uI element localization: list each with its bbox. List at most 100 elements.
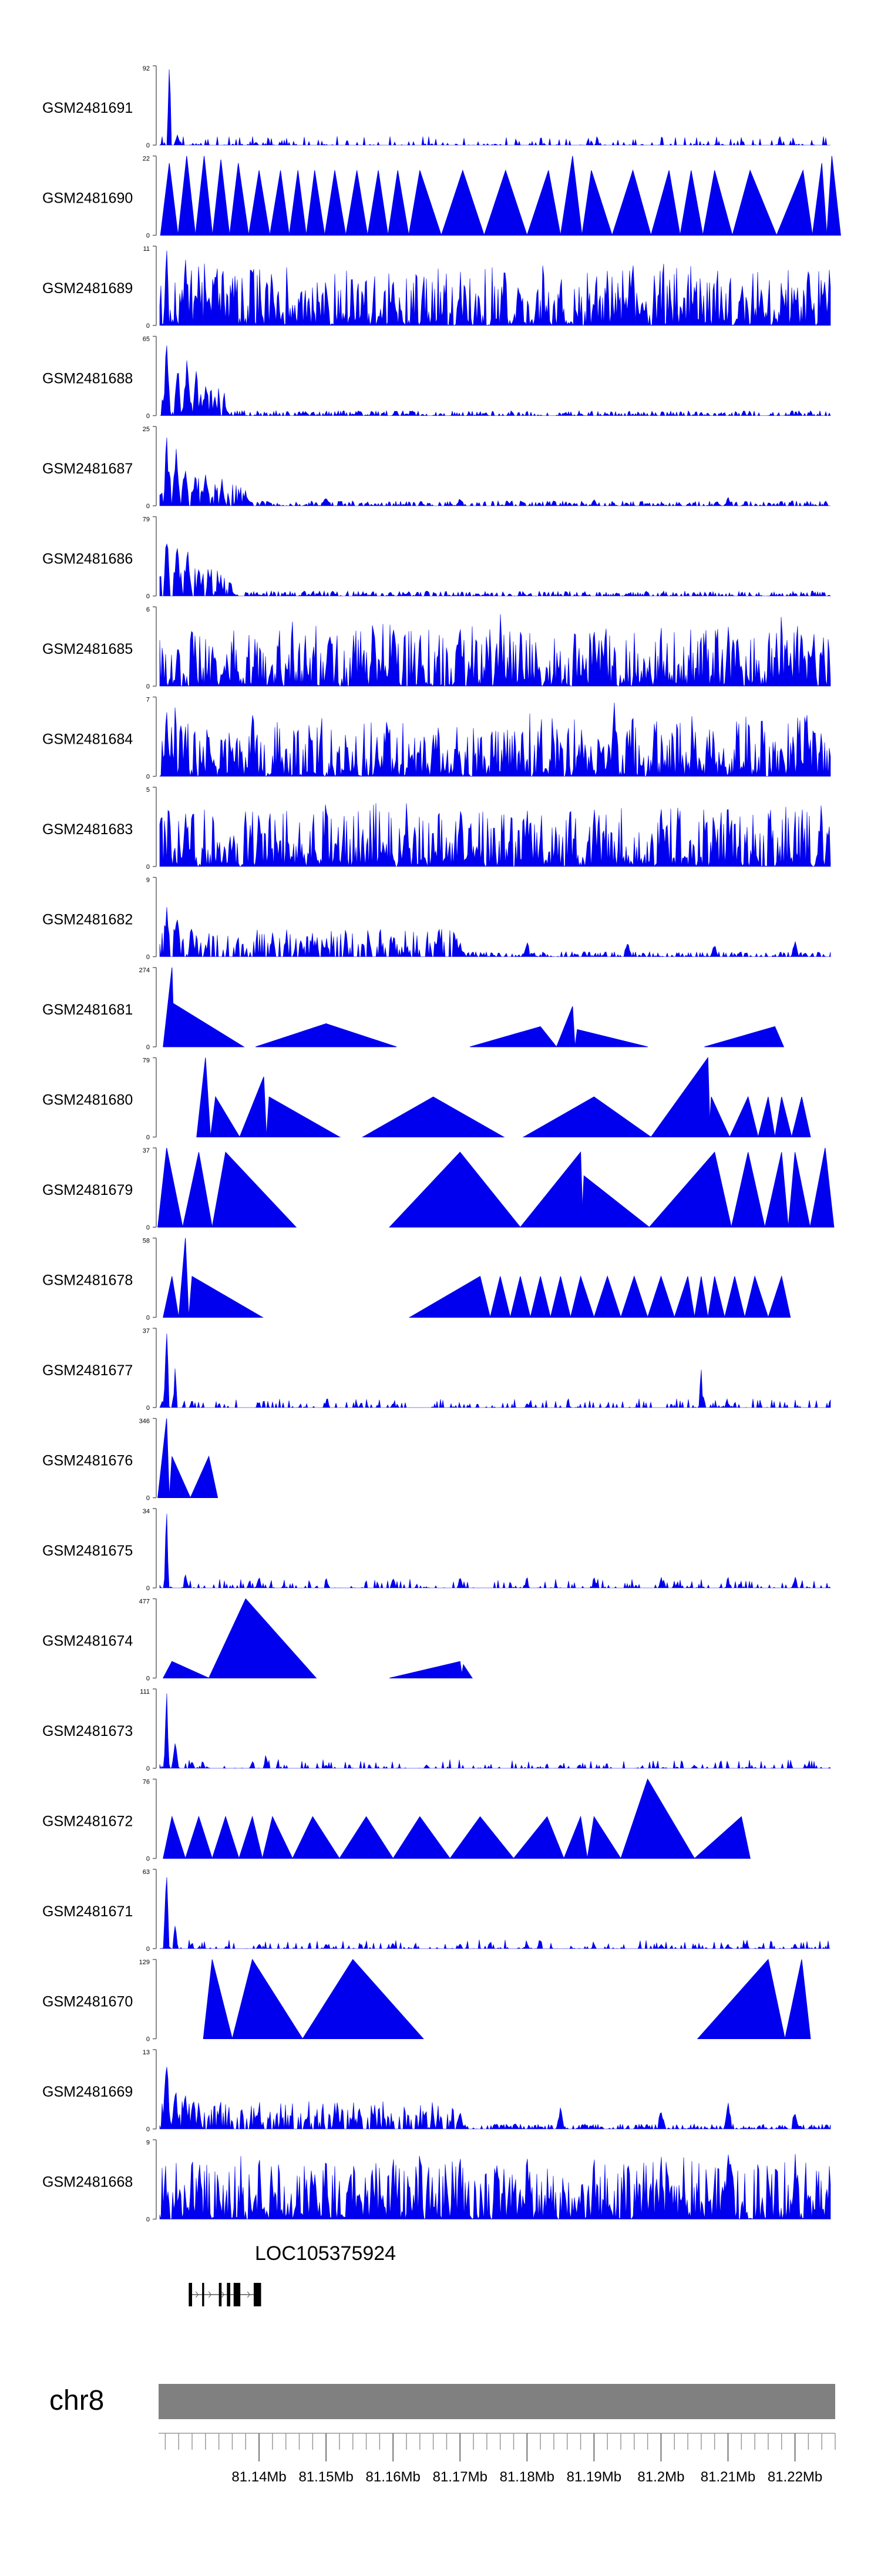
y-max-label: 7 [146, 697, 150, 704]
y-max-label: 9 [146, 877, 150, 884]
coverage-peak [788, 1152, 811, 1228]
coverage-peak [302, 1959, 424, 2039]
y-min-label: 0 [146, 1315, 150, 1322]
y-max-label: 37 [143, 1328, 150, 1335]
coverage-peak [203, 1959, 233, 2039]
genome-axis-tick-label: 81.2Mb [637, 2469, 684, 2485]
y-max-label: 34 [143, 1508, 150, 1515]
coverage-peak [826, 156, 841, 236]
coverage-peak [238, 1815, 263, 1859]
coverage-peak [262, 1815, 293, 1859]
y-max-label: 37 [143, 1147, 150, 1154]
y-min-label: 0 [146, 1946, 150, 1953]
coverage-area [159, 69, 830, 146]
y-min-label: 0 [146, 1675, 150, 1682]
coverage-peak [483, 169, 528, 236]
coverage-peak [408, 170, 442, 236]
y-max-label: 92 [143, 65, 150, 72]
coverage-area [159, 803, 831, 867]
coverage-peak [367, 170, 389, 236]
y-min-label: 0 [146, 413, 150, 420]
gene-label: LOC105375924 [255, 2242, 396, 2265]
track-label: GSM2481681 [42, 1002, 133, 1018]
y-max-label: 111 [140, 1688, 150, 1695]
coverage-peak [160, 163, 179, 236]
coverage-peak [744, 1275, 769, 1318]
gene-strand-arrow [221, 2291, 225, 2298]
y-min-label: 0 [146, 2036, 150, 2043]
coverage-peak [169, 1456, 191, 1498]
coverage-peak [650, 170, 681, 236]
coverage-peak [157, 1418, 170, 1498]
coverage-peak [648, 1151, 732, 1228]
coverage-area [159, 1877, 830, 1950]
coverage-peak [587, 1816, 621, 1859]
track-label: GSM2481690 [42, 190, 133, 207]
coverage-peak [768, 1275, 791, 1318]
coverage-peak [231, 1959, 304, 2039]
coverage-peak [650, 1057, 711, 1137]
genome-axis-tick-label: 81.19Mb [567, 2469, 621, 2485]
coverage-peak [774, 1097, 792, 1137]
coverage-peak [162, 1661, 209, 1678]
coverage-peak [519, 1151, 584, 1228]
chromosome-label: chr8 [49, 2385, 104, 2416]
y-max-label: 6 [146, 606, 150, 613]
coverage-peak [574, 1029, 648, 1047]
coverage-peak [269, 170, 290, 236]
y-min-label: 0 [146, 503, 150, 510]
track-label: GSM2481686 [42, 551, 133, 567]
coverage-area [160, 345, 831, 417]
y-max-label: 5 [146, 787, 150, 794]
coverage-peak [229, 163, 249, 236]
coverage-peak [178, 1238, 189, 1318]
track-label: GSM2481673 [42, 1723, 133, 1739]
track-label: GSM2481674 [42, 1633, 133, 1650]
y-min-label: 0 [146, 142, 150, 149]
coverage-peak [764, 1152, 789, 1228]
coverage-peak [556, 1006, 576, 1047]
genome-axis-tick-label: 81.17Mb [433, 2469, 487, 2485]
track-label: GSM2481682 [42, 912, 133, 928]
coverage-peak [239, 1076, 267, 1137]
coverage-peak [210, 1096, 240, 1137]
coverage-peak [522, 1096, 652, 1137]
coverage-area [159, 614, 831, 687]
track-label: GSM2481683 [42, 821, 133, 838]
coverage-peak [305, 170, 325, 236]
gene-strand-arrow [247, 2291, 251, 2298]
coverage-peak [208, 1598, 317, 1678]
y-max-label: 13 [143, 2049, 150, 2056]
track-label: GSM2481684 [42, 731, 133, 748]
coverage-peak [809, 1147, 835, 1228]
y-min-label: 0 [146, 1765, 150, 1772]
coverage-peak [620, 1778, 695, 1859]
coverage-peak [339, 1816, 394, 1859]
coverage-peak [694, 1276, 708, 1318]
y-max-label: 9 [146, 2140, 150, 2147]
coverage-peak [188, 1275, 264, 1318]
y-min-label: 0 [146, 2126, 150, 2133]
coverage-peak [620, 1275, 648, 1318]
coverage-peak [560, 156, 583, 236]
track-label: GSM2481688 [42, 371, 133, 387]
coverage-area [159, 250, 831, 327]
chromosome-ideogram [159, 2384, 835, 2419]
genome-axis-tick-label: 81.21Mb [701, 2469, 755, 2485]
track-label: GSM2481669 [42, 2084, 133, 2100]
coverage-area [159, 437, 830, 507]
y-max-label: 79 [143, 516, 150, 523]
gene-exon [253, 2283, 261, 2306]
gene-strand-arrow [208, 2291, 212, 2298]
coverage-area [159, 2154, 831, 2220]
coverage-area [159, 1334, 831, 1409]
y-min-label: 0 [146, 233, 150, 240]
track-label: GSM2481677 [42, 1362, 133, 1379]
coverage-peak [460, 1664, 473, 1678]
coverage-peak [550, 1276, 571, 1318]
y-min-label: 0 [146, 954, 150, 961]
y-min-label: 0 [146, 864, 150, 871]
coverage-peak [812, 163, 828, 236]
coverage-peak [170, 1003, 245, 1047]
y-max-label: 346 [139, 1418, 150, 1425]
